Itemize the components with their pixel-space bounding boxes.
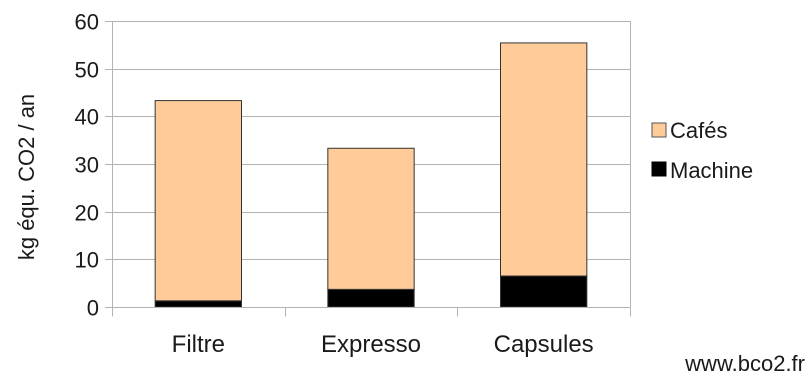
y-axis-label: kg équ. CO2 / an	[14, 94, 39, 260]
legend-swatch-cafes	[651, 122, 667, 138]
y-tick-label-10: 10	[75, 248, 99, 273]
x-axis: Filtre Expresso Capsules	[112, 307, 631, 358]
legend-label-machine: Machine	[670, 158, 753, 183]
y-tick-label-30: 30	[75, 153, 99, 178]
source-credit: www.bco2.fr	[684, 351, 805, 376]
bar-filtre-cafes	[154, 100, 243, 302]
bar-expresso-cafes	[327, 147, 415, 290]
y-tick-label-60: 60	[75, 10, 99, 35]
bar-filtre-machine	[154, 300, 243, 308]
x-tick-label-capsules: Capsules	[494, 331, 594, 358]
bars	[154, 42, 588, 308]
x-tick-label-filtre: Filtre	[172, 331, 225, 358]
y-axis-ticks: 0 10 20 30 40 50 60	[75, 10, 99, 321]
legend-swatch-machine	[651, 161, 667, 177]
x-tick-label-expresso: Expresso	[321, 331, 421, 358]
y-tick-label-40: 40	[75, 105, 99, 130]
legend-label-cafes: Cafés	[670, 118, 727, 143]
y-tick-label-0: 0	[87, 296, 99, 321]
bar-capsules-cafes	[500, 42, 588, 277]
legend: Cafés Machine	[651, 118, 753, 183]
y-tick-label-50: 50	[75, 58, 99, 83]
bar-capsules-machine	[500, 275, 588, 308]
y-tick-label-20: 20	[75, 201, 99, 226]
bar-expresso-machine	[327, 288, 415, 308]
